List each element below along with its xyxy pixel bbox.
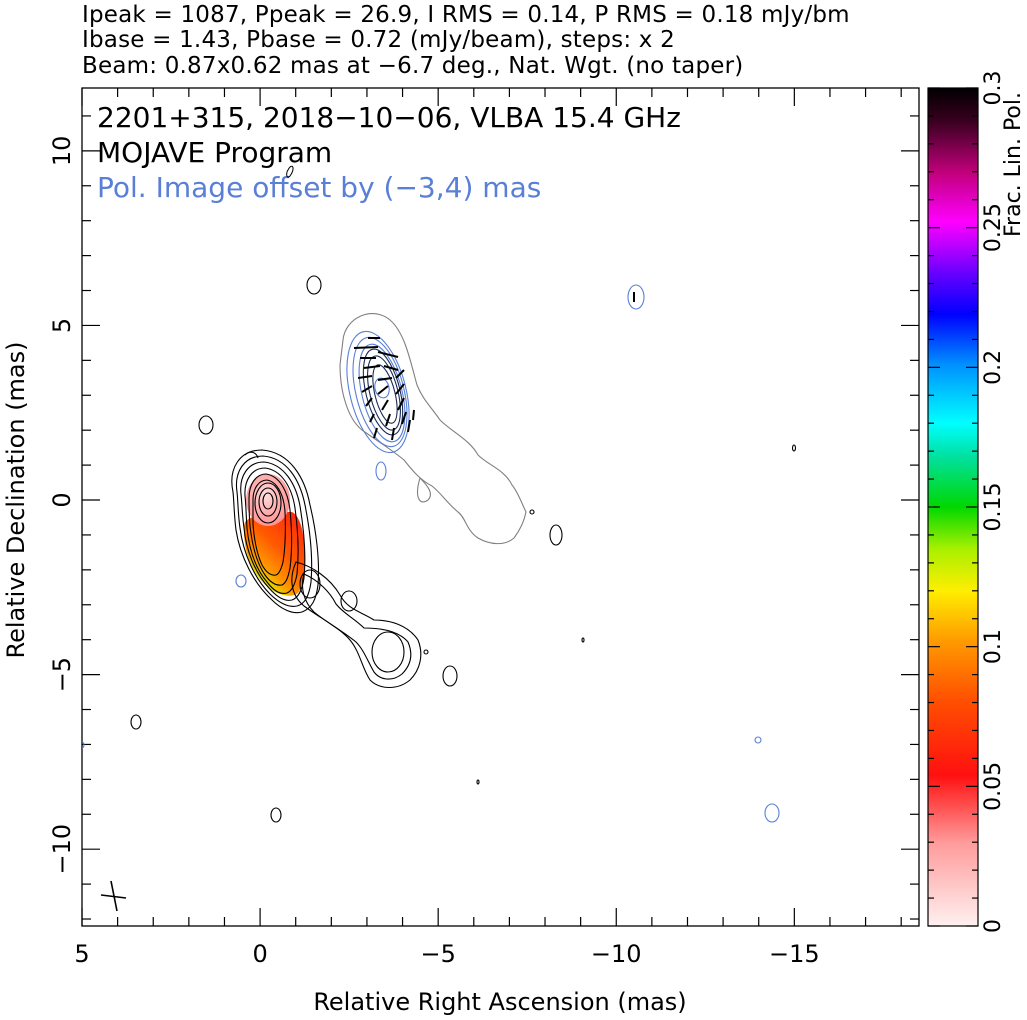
- x-tick-label: −5: [420, 940, 455, 968]
- total-intensity-image: [130, 165, 797, 823]
- source-label: 2201+315, 2018−10−06, VLBA 15.4 GHz: [97, 101, 681, 134]
- y-tick-label: 0: [48, 492, 76, 507]
- header-line-peaks: Ipeak = 1087, Ppeak = 26.9, I RMS = 0.14…: [82, 2, 850, 28]
- plot-frame: [81, 87, 920, 927]
- y-tick-label: −10: [48, 824, 76, 875]
- evpa-ticks: [353, 292, 635, 441]
- axis-ticks: [81, 88, 919, 926]
- y-axis-label: Relative Declination (mas): [2, 341, 30, 658]
- pol-offset-label: Pol. Image offset by (−3,4) mas: [97, 171, 541, 204]
- polarization-image: [82, 284, 780, 823]
- colorbar: 0 0.05 0.1 0.15 0.2 0.25 0.3 Frac. Lin. Pol.: [927, 71, 1026, 933]
- x-tick-label: 0: [252, 940, 267, 968]
- program-label: MOJAVE Program: [97, 136, 332, 169]
- x-tick-label: −10: [591, 940, 642, 968]
- x-axis-label: Relative Right Ascension (mas): [313, 988, 686, 1016]
- header-line-base: Ibase = 1.43, Pbase = 0.72 (mJy/beam), s…: [82, 27, 675, 53]
- colorbar-tick-label: 0.05: [981, 762, 1006, 811]
- x-tick-label: 5: [74, 940, 89, 968]
- y-tick-label: −5: [48, 657, 76, 692]
- y-tick-label: 5: [48, 318, 76, 333]
- x-tick-label: −15: [769, 940, 820, 968]
- colorbar-tick-label: 0: [981, 919, 1006, 933]
- header-line-beam: Beam: 0.87x0.62 mas at −6.7 deg., Nat. W…: [82, 53, 744, 79]
- axis-tick-labels: 5 0 −5 −10 −15 10 5 0 −5 −10: [48, 136, 820, 968]
- beam-marker: [100, 880, 127, 912]
- colorbar-tick-label: 0.3: [981, 71, 1006, 106]
- colorbar-tick-label: 0.2: [981, 350, 1006, 385]
- colorbar-tick-label: 0.25: [981, 203, 1006, 252]
- y-tick-label: 10: [48, 136, 76, 167]
- colorbar-tick-label: 0.15: [981, 483, 1006, 532]
- colorbar-label: Frac. Lin. Pol.: [1001, 92, 1026, 237]
- pol-faint-contour: [339, 313, 527, 545]
- colorbar-tick-label: 0.1: [981, 629, 1006, 664]
